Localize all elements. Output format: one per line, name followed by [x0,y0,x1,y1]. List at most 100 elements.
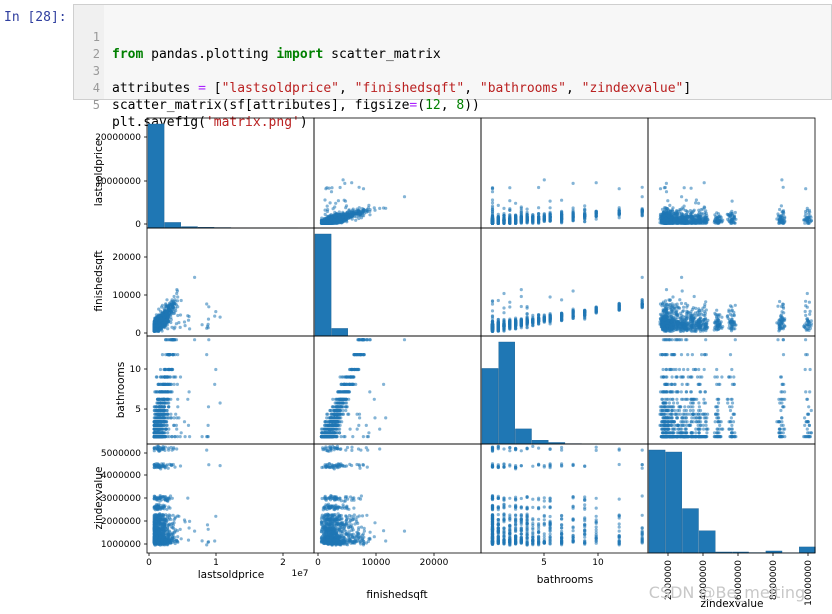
scatter-point [519,288,523,292]
scatter-point [664,190,669,194]
scatter-point [200,323,204,327]
scatter-point [560,216,564,220]
scatter-point [357,185,361,189]
scatter-point [172,311,177,315]
number: 8 [456,98,465,113]
scatter-point [502,206,506,210]
scatter-point [355,215,359,219]
scatter-point [694,215,698,219]
code-text: scatter_matrix(sf[attributes], figsize [112,98,410,113]
histogram-bar [331,328,349,337]
scatter-point [353,211,357,215]
scatter-point [669,220,673,224]
scatter-point [359,212,363,217]
scatter-point [338,185,342,190]
scatter-point [496,329,500,333]
scatter-point [502,306,506,310]
code-text: ] [683,81,692,96]
panel-frame [480,227,649,337]
scatter-point [364,210,368,214]
scatter-point [343,199,348,203]
code-text: , [338,81,355,96]
scatter-point [188,327,192,331]
scatter-point [496,321,500,325]
scatter-point [807,221,811,225]
scatter-point [382,206,386,210]
scatter-point [166,327,170,331]
cell-prompt: In [28]: [4,10,67,25]
histogram-bar [147,123,165,229]
scatter-point [560,318,564,322]
scatter-point [508,218,512,222]
scatter-point [571,215,575,219]
scatter-point [508,321,512,325]
scatter-point [560,198,564,202]
scatter-point [776,304,780,308]
scatter-point [807,208,812,212]
scatter-point [496,203,500,207]
code-line-4: 4 scatter_matrix(sf[attributes], figsize… [74,61,480,113]
scatter-point [502,311,506,315]
scatter-point [502,324,506,328]
scatter-panel [152,275,222,333]
code-cell[interactable]: 1 from pandas.plotting import scatter_ma… [73,4,832,130]
scatter-point [207,305,211,309]
line-number: 5 [92,98,100,112]
code-text: , [565,81,582,96]
scatter-point [697,201,701,205]
scatter-point [720,315,724,319]
scatter-point [170,298,174,302]
scatter-point [560,211,564,215]
scatter-point [168,307,172,312]
scatter-point [336,199,340,203]
scatter-point [548,219,552,223]
scatter-point [583,220,587,224]
histogram-bar [164,222,181,229]
scatter-point [571,309,575,313]
code-text: attributes [112,81,199,96]
scatter-point [664,181,669,185]
scatter-point [583,312,587,316]
scatter-point [341,215,345,219]
scatter-point [519,210,523,214]
scatter-point [348,213,352,217]
scatter-point [334,201,338,205]
scatter-point [508,208,512,212]
scatter-point [490,299,495,304]
scatter-point [594,311,598,315]
scatter-point [152,328,156,332]
scatter-point [206,317,211,321]
scatter-point [778,207,782,212]
scatter-point [542,178,546,182]
scatter-point [717,215,721,219]
scatter-point [617,211,621,215]
scatter-point [531,313,535,317]
scatter-point [368,209,372,213]
scatter-point [357,206,361,210]
scatter-point [158,309,163,313]
scatter-point [660,221,664,225]
scatter-point [617,304,621,308]
scatter-point [571,181,575,185]
scatter-point [583,204,587,208]
scatter-point [519,304,523,309]
scatter-point [322,221,326,225]
scatter-point [672,217,677,221]
scatter-point [695,221,699,225]
scatter-point [186,318,191,322]
code-text: plt.savefig( [112,115,206,130]
scatter-point [323,198,327,202]
code-text: scatter_matrix [323,47,441,62]
scatter-point [560,298,564,302]
scatter-point [335,217,339,221]
scatter-point [667,210,671,214]
scatter-point [716,218,720,222]
scatter-point [809,219,814,223]
scatter-point [680,206,684,210]
code-text: [ [205,81,222,96]
scatter-point [490,207,495,212]
scatter-point [183,324,187,328]
keyword: from [112,47,144,62]
scatter-point [713,217,717,221]
scatter-point [702,215,706,220]
